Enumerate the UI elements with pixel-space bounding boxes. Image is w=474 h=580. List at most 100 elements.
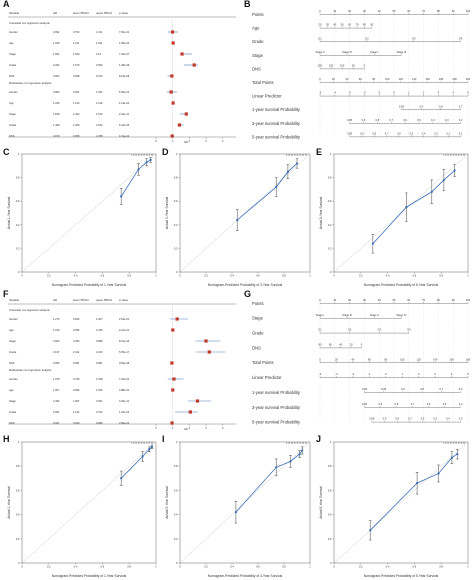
forest-plot-f: Variable HR lower 95%CI upper 95%CI p va… (8, 298, 236, 431)
calibration-line (372, 170, 455, 244)
calibration-point (301, 449, 304, 452)
nomogram-tick-label: -5 (319, 91, 322, 95)
header-hr: HR (53, 11, 57, 15)
nomogram-tick-label: 150 (329, 63, 334, 67)
nomogram-tick-label: 10 (333, 298, 336, 302)
row-hr: 2.061 (53, 410, 60, 414)
calibration-plot-j: 00 0.2 0.2 0.4 0.4 0.6 0.6 0.8 0.8 1 1 Nomogram-Pre… (319, 440, 469, 578)
row-variable: Age (9, 388, 14, 392)
calibration-point (234, 511, 237, 514)
nomogram-tick-label: 60 (368, 357, 371, 361)
row-variable: DNS (9, 421, 15, 425)
nomogram-tick-label: 80 (372, 77, 375, 81)
y-tick-label: 1 (176, 440, 178, 444)
calibration-line (120, 446, 153, 479)
nomogram-tick-label: 0.95 (399, 104, 405, 108)
nomogram-row-label: DNS (252, 345, 261, 350)
nomogram-tick-label: 140 (433, 357, 438, 361)
nomogram-tick-label: 70 (422, 9, 425, 13)
y-tick-label: 0.6 (16, 199, 20, 203)
nomogram-tick-label: 0.9 (401, 387, 405, 391)
nomogram-tick-label: 60 (407, 9, 410, 13)
hr-axis-label: HR (184, 140, 188, 144)
nomogram-tick-label: 0.9 (383, 417, 387, 421)
nomogram-tick-label: Stage III (342, 313, 352, 317)
header-lower: lower 95%CI (73, 298, 89, 302)
x-tick-label: 0 (179, 565, 181, 569)
row-lower: 0.703 (73, 30, 80, 34)
header-variable: Variable (9, 298, 19, 302)
hr-tick-label: 1 (172, 426, 174, 430)
nomogram-tick-label: 50 (341, 23, 344, 27)
hr-marker (175, 317, 179, 321)
nomogram-tick-label: 10 (333, 9, 336, 13)
row-variable: DNS (9, 134, 15, 138)
nomogram-row-label: 5-year survival Probability (252, 420, 301, 425)
calibration-line (236, 163, 298, 221)
row-variable: Age (9, 41, 14, 45)
row-hr: 1.029 (53, 101, 60, 105)
nomogram-tick-label: 0.99 (362, 387, 368, 391)
row-hr: 2.292 (53, 63, 60, 67)
panel-label-e: E (316, 147, 323, 157)
calibration-point (286, 170, 289, 173)
nomogram-tick-label: 0.9 (379, 402, 383, 406)
y-tick-label: 0.6 (328, 199, 332, 203)
nomogram-tick-label: 0.7 (408, 417, 412, 421)
nomogram-tick-label: 100 (466, 9, 471, 13)
nomogram-tick-label: 100 (466, 298, 471, 302)
x-axis-title: Nomogram-Predicted Probability of 5-Year… (364, 574, 439, 578)
nomogram-tick-label: 120 (399, 77, 404, 81)
x-tick-label: 0.6 (256, 565, 260, 569)
hr-tick-label: 1 (172, 139, 174, 143)
hr-tick-label: 3 (205, 426, 207, 430)
nomogram-tick-label: 0.7 (459, 104, 463, 108)
nomogram-tick-label: 80 (384, 357, 387, 361)
calibration-point (148, 448, 151, 451)
nomogram-tick-label: 70 (422, 298, 425, 302)
row-hr: 0.992 (53, 30, 60, 34)
x-axis-title: Nomogram-Predicted Probability of 5-Year… (364, 283, 439, 287)
nomogram-tick-label: 0 (319, 298, 321, 302)
calibration-point (456, 453, 459, 456)
row-hr: 0.956 (53, 361, 60, 365)
nomogram-tick-label: 50 (352, 63, 355, 67)
calibration-point (295, 162, 299, 165)
y-tick-label: 0.6 (174, 199, 178, 203)
univariate-title: Univariate cox regression analysis (9, 308, 50, 312)
nomogram-tick-label: 0.5 (443, 402, 447, 406)
y-tick-label: 0 (18, 561, 20, 565)
row-variable: Age (9, 101, 14, 105)
row-upper: 1.907 (96, 317, 103, 321)
calibration-plot-h: 00 0.2 0.2 0.4 0.4 0.6 0.6 0.8 0.8 1 1 Nomogram-Pre… (7, 440, 157, 578)
nomogram-tick-label: 40 (378, 9, 381, 13)
row-lower: 0.698 (73, 74, 80, 78)
header-hr: HR (53, 298, 57, 302)
y-axis-title: Actual 3-Year Survival (165, 197, 169, 230)
nomogram-tick-label: 50 (393, 9, 396, 13)
x-tick-label: 0.8 (127, 274, 131, 278)
x-tick-label: 0.2 (204, 274, 208, 278)
header-p: p value (119, 11, 128, 15)
hr-marker (171, 101, 175, 105)
nomogram-tick-label: 0.95 (347, 131, 353, 135)
nomogram-tick-label: 20 (348, 298, 351, 302)
nomogram-tick-label: 0.8 (372, 131, 376, 135)
nomogram-tick-label: 40 (351, 357, 354, 361)
nomogram-tick-label: 180 (466, 357, 471, 361)
nomogram-tick-label: Stage II (316, 50, 325, 54)
calibration-point (450, 456, 454, 459)
y-tick-label: 0.8 (16, 176, 20, 180)
calibration-point (275, 466, 278, 469)
nomogram-tick-label: 0 (319, 9, 321, 13)
hr-marker (192, 63, 196, 67)
row-upper: 2.14 (96, 52, 102, 56)
nomogram-tick-label: 0.3 (445, 118, 449, 122)
nomogram-tick-label: 0.5 (417, 118, 421, 122)
row-p: 2.34e-11 (119, 112, 130, 116)
x-tick-label: 0.6 (256, 274, 260, 278)
nomogram-tick-label: G3 (377, 328, 381, 332)
calibration-point (137, 168, 140, 171)
nomogram-tick-label: 0.9 (419, 104, 423, 108)
row-hr: 1.562 (53, 52, 60, 56)
